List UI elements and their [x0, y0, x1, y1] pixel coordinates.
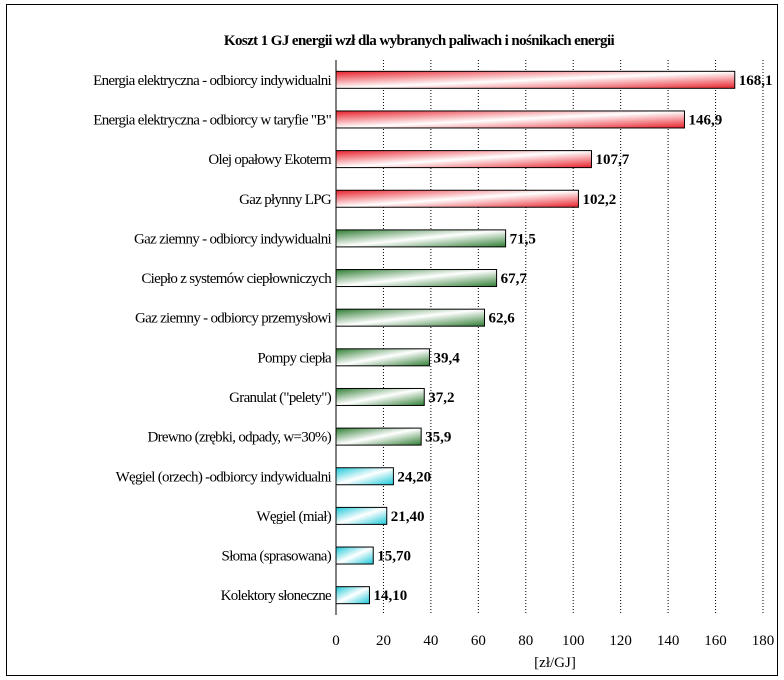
data-label: 168,1 [739, 73, 773, 89]
category-label: Gaz ziemny - odbiorcy przemysłowi [135, 311, 332, 327]
bar [335, 546, 374, 565]
bar [335, 229, 507, 248]
x-tick-label: 80 [518, 633, 533, 649]
x-tick-label: 40 [423, 633, 438, 649]
x-tick-label: 160 [704, 633, 727, 649]
data-label: 107,7 [595, 152, 629, 168]
bar-chart: Koszt 1 GJ energii wzł dla wybranych pal… [93, 33, 774, 671]
x-tick-label: 120 [609, 633, 632, 649]
bar [335, 506, 388, 525]
category-label: Słoma (sprasowana) [222, 549, 332, 565]
bar [335, 308, 486, 327]
data-label: 67,7 [501, 271, 528, 287]
bars [335, 70, 736, 605]
data-label: 14,10 [373, 588, 407, 604]
x-tick-label: 100 [562, 633, 585, 649]
x-tick-label: 60 [471, 633, 486, 649]
category-label: Gaz ziemny - odbiorcy indywidualni [134, 231, 332, 247]
data-label: 24,20 [397, 469, 431, 485]
x-tick-label: 0 [332, 633, 340, 649]
category-label: Gaz płynny LPG [239, 192, 332, 208]
x-tick-label: 20 [376, 633, 391, 649]
data-label: 146,9 [688, 112, 722, 128]
category-label: Węgiel (miał) [256, 509, 331, 525]
bar [335, 348, 430, 367]
chart-title: Koszt 1 GJ energii wzł dla wybranych pal… [224, 33, 615, 49]
category-label: Ciepło z systemów ciepłowniczych [141, 271, 332, 287]
bar [335, 70, 736, 89]
data-label: 21,40 [391, 509, 425, 525]
data-label: 37,2 [428, 390, 454, 406]
x-tick-labels: 0 20 40 60 80 100 120 140 160 180 [332, 633, 774, 649]
data-label: 39,4 [433, 350, 460, 366]
category-label: Pompy ciepła [257, 350, 332, 366]
category-label: Olej opałowy Ekoterm [208, 152, 332, 168]
data-label: 102,2 [582, 192, 616, 208]
bar [335, 467, 394, 486]
category-label: Kolektory słoneczne [221, 588, 332, 604]
bar [335, 269, 498, 288]
x-tick-label: 140 [657, 633, 680, 649]
category-label: Drewno (zrębki, odpady, w=30%) [147, 430, 331, 446]
data-label: 71,5 [510, 231, 536, 247]
x-axis-label: [zł/GJ] [534, 655, 576, 671]
category-label: Granulat ("pelety") [229, 390, 332, 406]
value-labels: 168,1 146,9 107,7 102,2 71,5 67,7 62,6 39,4 37,2… [373, 73, 772, 604]
category-label: Węgiel (orzech) -odbiorcy indywidualni [116, 469, 332, 485]
x-tick-label: 180 [752, 633, 775, 649]
gridlines [382, 60, 764, 615]
bar [335, 387, 425, 406]
bar [335, 150, 592, 169]
bar [335, 427, 422, 446]
category-label: Energia elektryczna - odbiorcy w taryfie… [93, 112, 331, 128]
bar [335, 586, 370, 605]
data-label: 15,70 [377, 549, 411, 565]
data-label: 35,9 [425, 430, 451, 446]
category-labels: Energia elektryczna - odbiorcy indywidua… [93, 73, 333, 604]
bar [335, 189, 579, 208]
chart-frame: Koszt 1 GJ energii wzł dla wybranych pal… [6, 4, 778, 676]
bar [335, 110, 685, 129]
data-label: 62,6 [489, 311, 516, 327]
category-label: Energia elektryczna - odbiorcy indywidua… [93, 73, 331, 89]
